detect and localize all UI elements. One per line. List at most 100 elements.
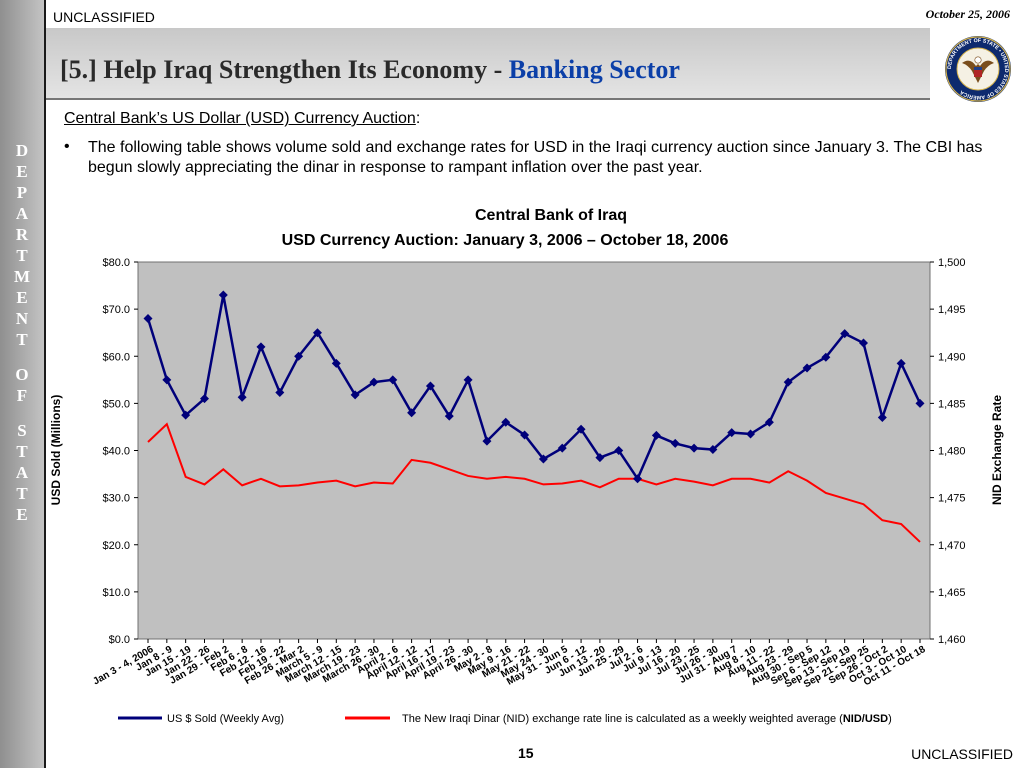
nid-exchange-rate-line — [147, 422, 921, 543]
legend-nid-label-suffix: ) — [888, 713, 892, 725]
bullet-marker: • — [64, 138, 70, 155]
department-of-state-seal-icon: DEPARTMENT OF STATE • UNITED STATES OF A… — [945, 36, 1011, 102]
sidebar-letter: R — [15, 225, 29, 244]
y2-tick-label: 1,490 — [938, 351, 966, 363]
usd-sold-point — [821, 352, 831, 362]
left-axis-ticks: $0.0 $10.0 $20.0 $30.0 $40.0 $50.0 $60.0 $70.0 $… — [102, 257, 138, 646]
usd-sold-point — [275, 388, 285, 398]
usd-sold-point — [312, 328, 322, 338]
y-tick-label: $70.0 — [102, 304, 130, 316]
usd-sold-point — [369, 377, 379, 387]
usd-sold-point — [915, 398, 925, 408]
legend-nid-label-bold: NID/USD — [843, 713, 888, 725]
usd-sold-point — [595, 453, 605, 463]
usd-sold-point — [689, 443, 699, 453]
sidebar-letter: T — [16, 330, 28, 349]
usd-sold-point — [482, 436, 492, 446]
chart-subtitle: USD Currency Auction: January 3, 2006 – … — [282, 232, 729, 249]
sidebar-letter: E — [16, 162, 28, 181]
series-layer — [143, 290, 925, 543]
sidebar-letter: D — [15, 141, 29, 160]
usd-sold-point — [501, 417, 511, 427]
usd-sold-point — [764, 417, 774, 427]
usd-sold-point — [331, 358, 341, 368]
usd-sold-point — [802, 363, 812, 373]
sidebar-letter: O — [15, 365, 29, 384]
y2-tick-label: 1,465 — [938, 587, 966, 599]
y-tick-label: $30.0 — [102, 493, 130, 505]
y2-tick-label: 1,460 — [938, 634, 966, 646]
usd-sold-point — [294, 351, 304, 361]
currency-auction-chart: Central Bank of Iraq USD Currency Auctio… — [49, 207, 1004, 725]
chart-title: Central Bank of Iraq — [475, 207, 627, 224]
usd-sold-point — [840, 329, 850, 339]
title-band: [5.] Help Iraq Strengthen Its Economy - … — [46, 28, 930, 100]
y-axis-label: USD Sold (Millions) — [49, 395, 63, 506]
slide-date: October 25, 2006 — [925, 7, 1010, 21]
subheading-text: Central Bank’s US Dollar (USD) Currency … — [64, 110, 416, 127]
y2-tick-label: 1,500 — [938, 257, 966, 269]
usd-sold-point — [463, 375, 473, 385]
sidebar-letter: N — [15, 309, 29, 328]
sidebar-letter: E — [16, 505, 28, 524]
usd-sold-point — [199, 394, 209, 404]
usd-sold-point — [444, 411, 454, 421]
usd-sold-point — [651, 430, 661, 440]
y-tick-label: $0.0 — [109, 634, 130, 646]
usd-sold-point — [256, 342, 266, 352]
usd-sold-point — [407, 408, 417, 418]
usd-sold-point — [746, 429, 756, 439]
legend-usd-label: US $ Sold (Weekly Avg) — [167, 713, 284, 725]
y2-axis-label: NID Exchange Rate — [990, 395, 1004, 505]
usd-sold-point — [350, 390, 360, 400]
sidebar-letter: F — [16, 386, 28, 405]
usd-sold-point — [859, 338, 869, 348]
usd-sold-point — [670, 438, 680, 448]
slide-title: [5.] Help Iraq Strengthen Its Economy - … — [60, 55, 680, 85]
usd-sold-point — [708, 445, 718, 455]
subheading-colon: : — [415, 110, 421, 127]
y-tick-label: $40.0 — [102, 446, 130, 458]
usd-sold-point — [538, 454, 548, 464]
usd-sold-point — [727, 428, 737, 438]
y-tick-label: $60.0 — [102, 351, 130, 363]
classification-top: UNCLASSIFIED — [53, 9, 155, 25]
y-tick-label: $80.0 — [102, 257, 130, 269]
usd-sold-point — [614, 446, 624, 455]
usd-sold-point — [388, 375, 398, 385]
usd-sold-point — [143, 314, 153, 324]
legend-nid-label: The New Iraqi Dinar (NID) exchange rate … — [402, 713, 892, 725]
usd-sold-point — [877, 413, 887, 423]
usd-sold-point — [896, 358, 906, 368]
y2-tick-label: 1,470 — [938, 540, 966, 552]
sidebar-letter: T — [16, 484, 28, 503]
y2-tick-label: 1,475 — [938, 493, 966, 505]
usd-sold-point — [218, 290, 228, 300]
sidebar-letter: T — [16, 246, 28, 265]
legend-nid-label-prefix: The New Iraqi Dinar (NID) exchange rate … — [402, 713, 843, 725]
usd-sold-point — [237, 392, 247, 402]
sidebar-divider — [44, 0, 46, 768]
classification-bottom: UNCLASSIFIED — [911, 746, 1013, 762]
page-number: 15 — [518, 745, 534, 761]
usd-sold-point — [162, 375, 172, 385]
usd-sold-point — [783, 377, 793, 387]
usd-sold-point — [520, 430, 530, 440]
usd-sold-point — [425, 381, 435, 391]
y2-tick-label: 1,480 — [938, 446, 966, 458]
usd-sold-line — [146, 294, 922, 482]
slide-title-highlight: Banking Sector — [508, 55, 680, 84]
y2-tick-label: 1,495 — [938, 304, 966, 316]
sidebar-letter: A — [15, 463, 29, 482]
plot-area — [137, 261, 931, 640]
sidebar-letter: A — [15, 204, 29, 223]
sidebar-letter: M — [13, 267, 31, 286]
sidebar-letter: S — [17, 421, 27, 440]
legend: US $ Sold (Weekly Avg) The New Iraqi Din… — [118, 713, 892, 725]
sidebar-letter: E — [16, 288, 28, 307]
right-axis-ticks: 1,460 1,465 1,470 1,475 1,480 1,485 1,490 1,495… — [930, 257, 966, 646]
y-tick-label: $50.0 — [102, 398, 130, 410]
